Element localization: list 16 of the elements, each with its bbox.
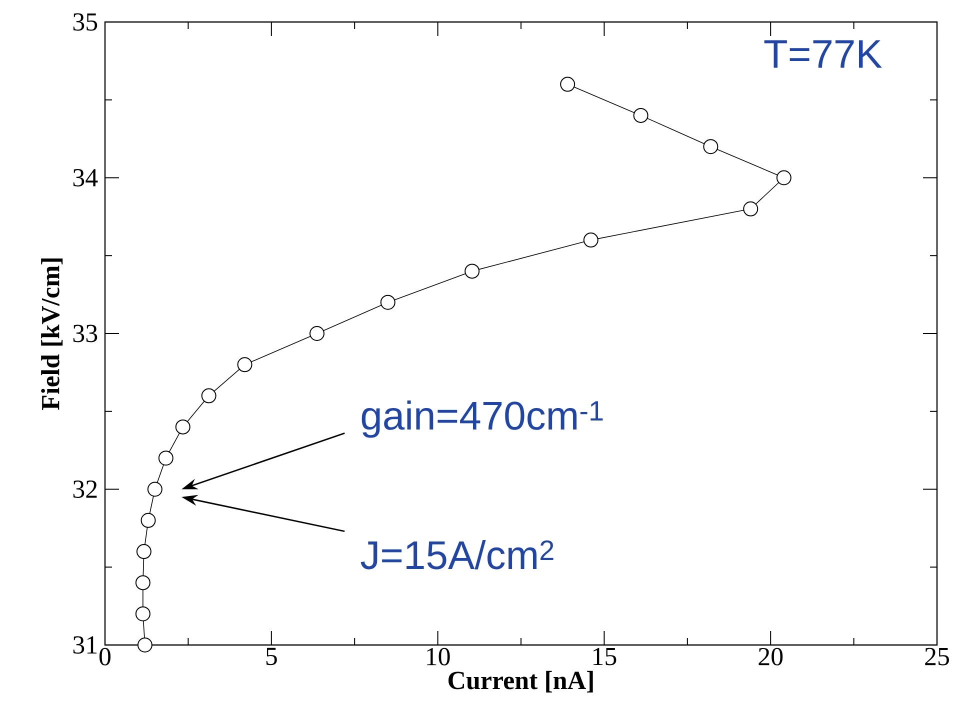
x-tick-label: 0 [99, 648, 111, 666]
y-tick-label: 32 [73, 480, 97, 498]
x-tick-label: 20 [758, 648, 783, 666]
annotation: gain=470cm$^{-1}$ [362, 400, 603, 438]
x-tick-label: 5 [266, 648, 277, 666]
y-tick-label: 35 [73, 13, 98, 31]
annotation: T=77K [764, 40, 882, 68]
x-tick-label: 15 [593, 648, 616, 666]
y-tick-label: 31 [73, 636, 97, 654]
annotation: J=15A/cm$^{2}$ [360, 540, 554, 570]
y-tick-label: 34 [73, 169, 98, 186]
x-tick-label: 10 [427, 648, 450, 666]
x-axis-title: Current [nA] [448, 670, 593, 692]
x-tick-label: 25 [925, 648, 949, 666]
y-axis-title: Field [kV/cm] [41, 258, 63, 410]
y-tick-label: 33 [73, 324, 98, 342]
